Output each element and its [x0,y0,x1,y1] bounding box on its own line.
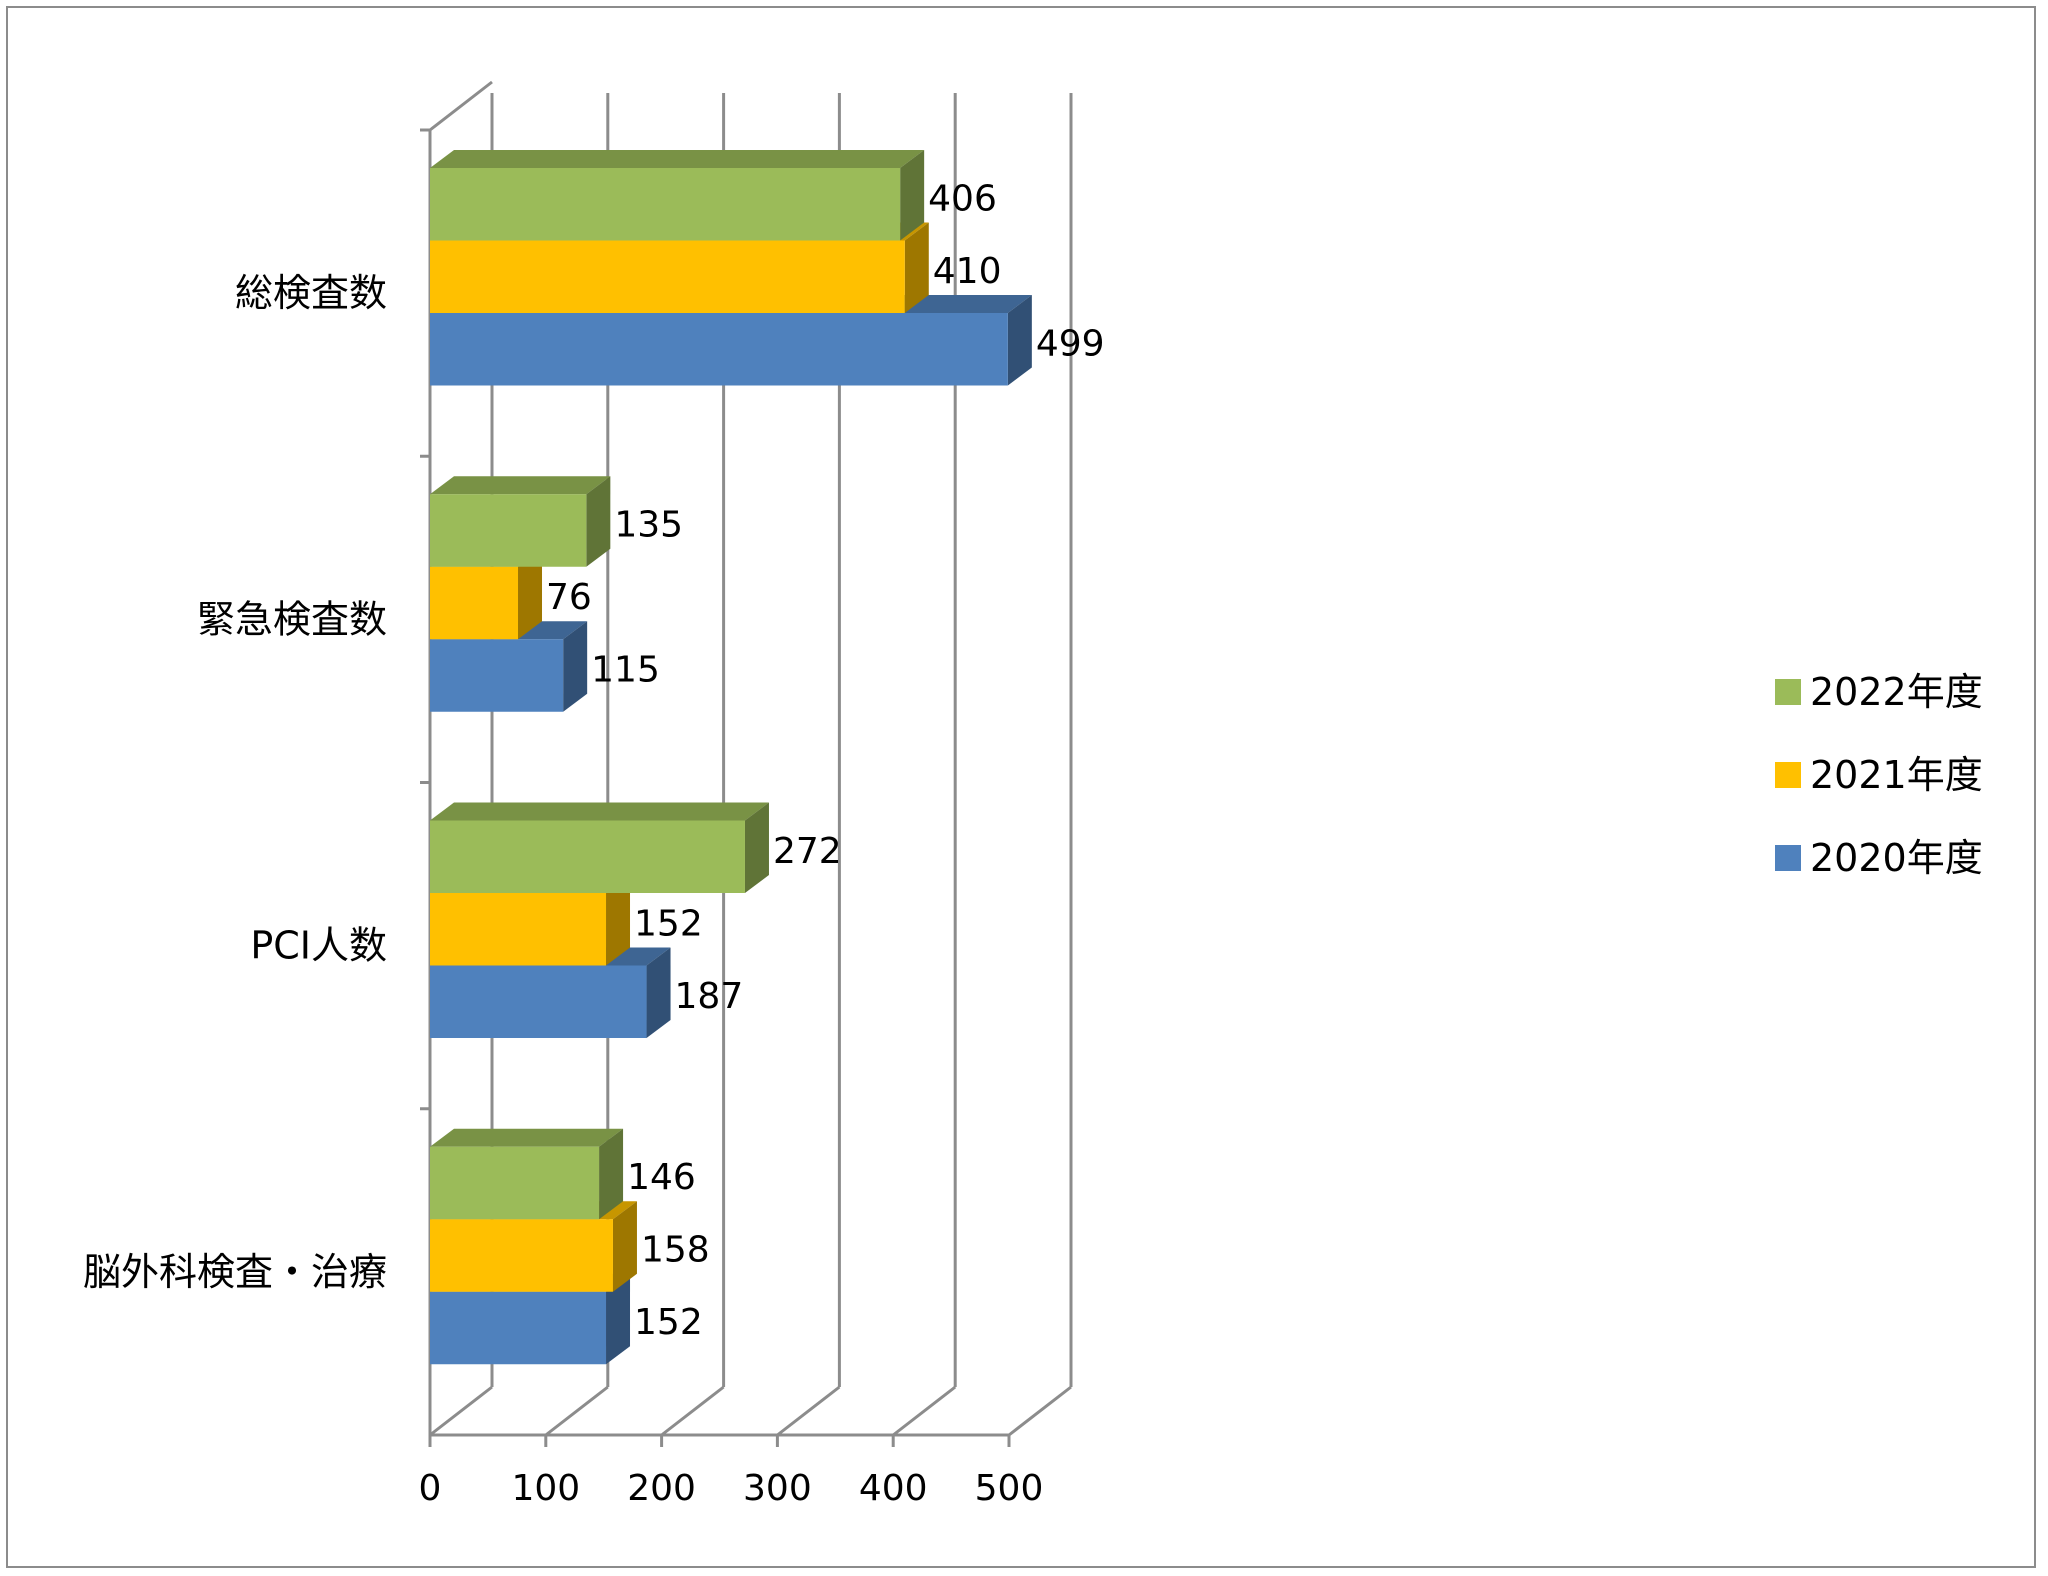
chart-frame [6,6,2036,1568]
data-label: 410 [933,251,1002,292]
bar-top-face [430,1128,624,1147]
category-label: 総検査数 [235,271,387,315]
bar [430,150,925,241]
data-label: 146 [627,1157,696,1198]
bar [430,1128,624,1220]
bar-front-face [430,240,905,313]
bar-side-face [904,222,929,313]
legend-label: 2022年度 [1810,670,1983,714]
bar-side-face [606,1273,631,1365]
x-tick-label: 200 [627,1468,696,1509]
bar-side-face [599,1128,624,1220]
bar-side-face [518,548,543,640]
data-label: 272 [773,831,842,872]
bar-top-face [430,150,925,168]
gridline-floor [776,1385,841,1437]
legend-swatch [1775,845,1801,871]
bar [430,802,769,893]
bar-front-face [430,1146,600,1220]
bar-side-face [606,875,631,966]
legend-swatch [1775,762,1801,788]
bar-front-face [430,168,901,241]
bar-side-face [900,150,925,241]
data-label: 135 [614,505,683,546]
bar [430,476,611,567]
side-wall-top [429,80,493,132]
gridline-floor [892,1385,957,1437]
data-label: 187 [675,976,744,1017]
gridline-floor [1008,1385,1072,1437]
bar-front-face [430,965,647,1038]
data-label: 406 [928,178,997,219]
bar-front-face [430,893,607,966]
category-label: 緊急検査数 [197,597,387,641]
bar [430,621,588,712]
data-label: 152 [634,1302,703,1343]
x-tick-label: 0 [419,1468,442,1509]
x-tick-label: 500 [975,1468,1044,1509]
bar-side-face [1007,295,1032,386]
legend: 2022年度 2021年度 2020年度 [1775,670,1983,880]
bar-top-face [430,802,769,821]
legend-swatch [1775,679,1801,705]
category-label: 脳外科検査・治療 [83,1250,387,1294]
bar-side-face [646,947,671,1038]
x-tick-label: 300 [743,1468,812,1509]
data-label: 76 [546,577,592,618]
bar-front-face [430,566,519,640]
legend-label: 2021年度 [1810,753,1983,797]
legend-label: 2020年度 [1810,836,1983,880]
gridline-floor [429,1385,493,1437]
bar-side-face [744,802,769,893]
x-tick-label: 400 [859,1468,928,1509]
bar-front-face [430,820,745,893]
bar-front-face [430,313,1008,386]
category-label: PCI人数 [250,924,387,968]
data-label: 115 [591,650,660,691]
x-tick-label: 100 [511,1468,580,1509]
bar-front-face [430,1291,607,1365]
gridline-floor [660,1385,725,1437]
bar-side-face [563,621,588,712]
bar-top-face [430,476,611,495]
data-label: 499 [1036,323,1105,364]
gridline-floor [544,1385,609,1437]
bar-side-face [612,1201,637,1292]
bar-side-face [586,476,611,567]
data-label: 158 [641,1230,710,1271]
bar-front-face [430,1219,613,1292]
data-label: 152 [634,903,703,944]
bar-front-face [430,494,587,567]
bar-front-face [430,639,564,712]
